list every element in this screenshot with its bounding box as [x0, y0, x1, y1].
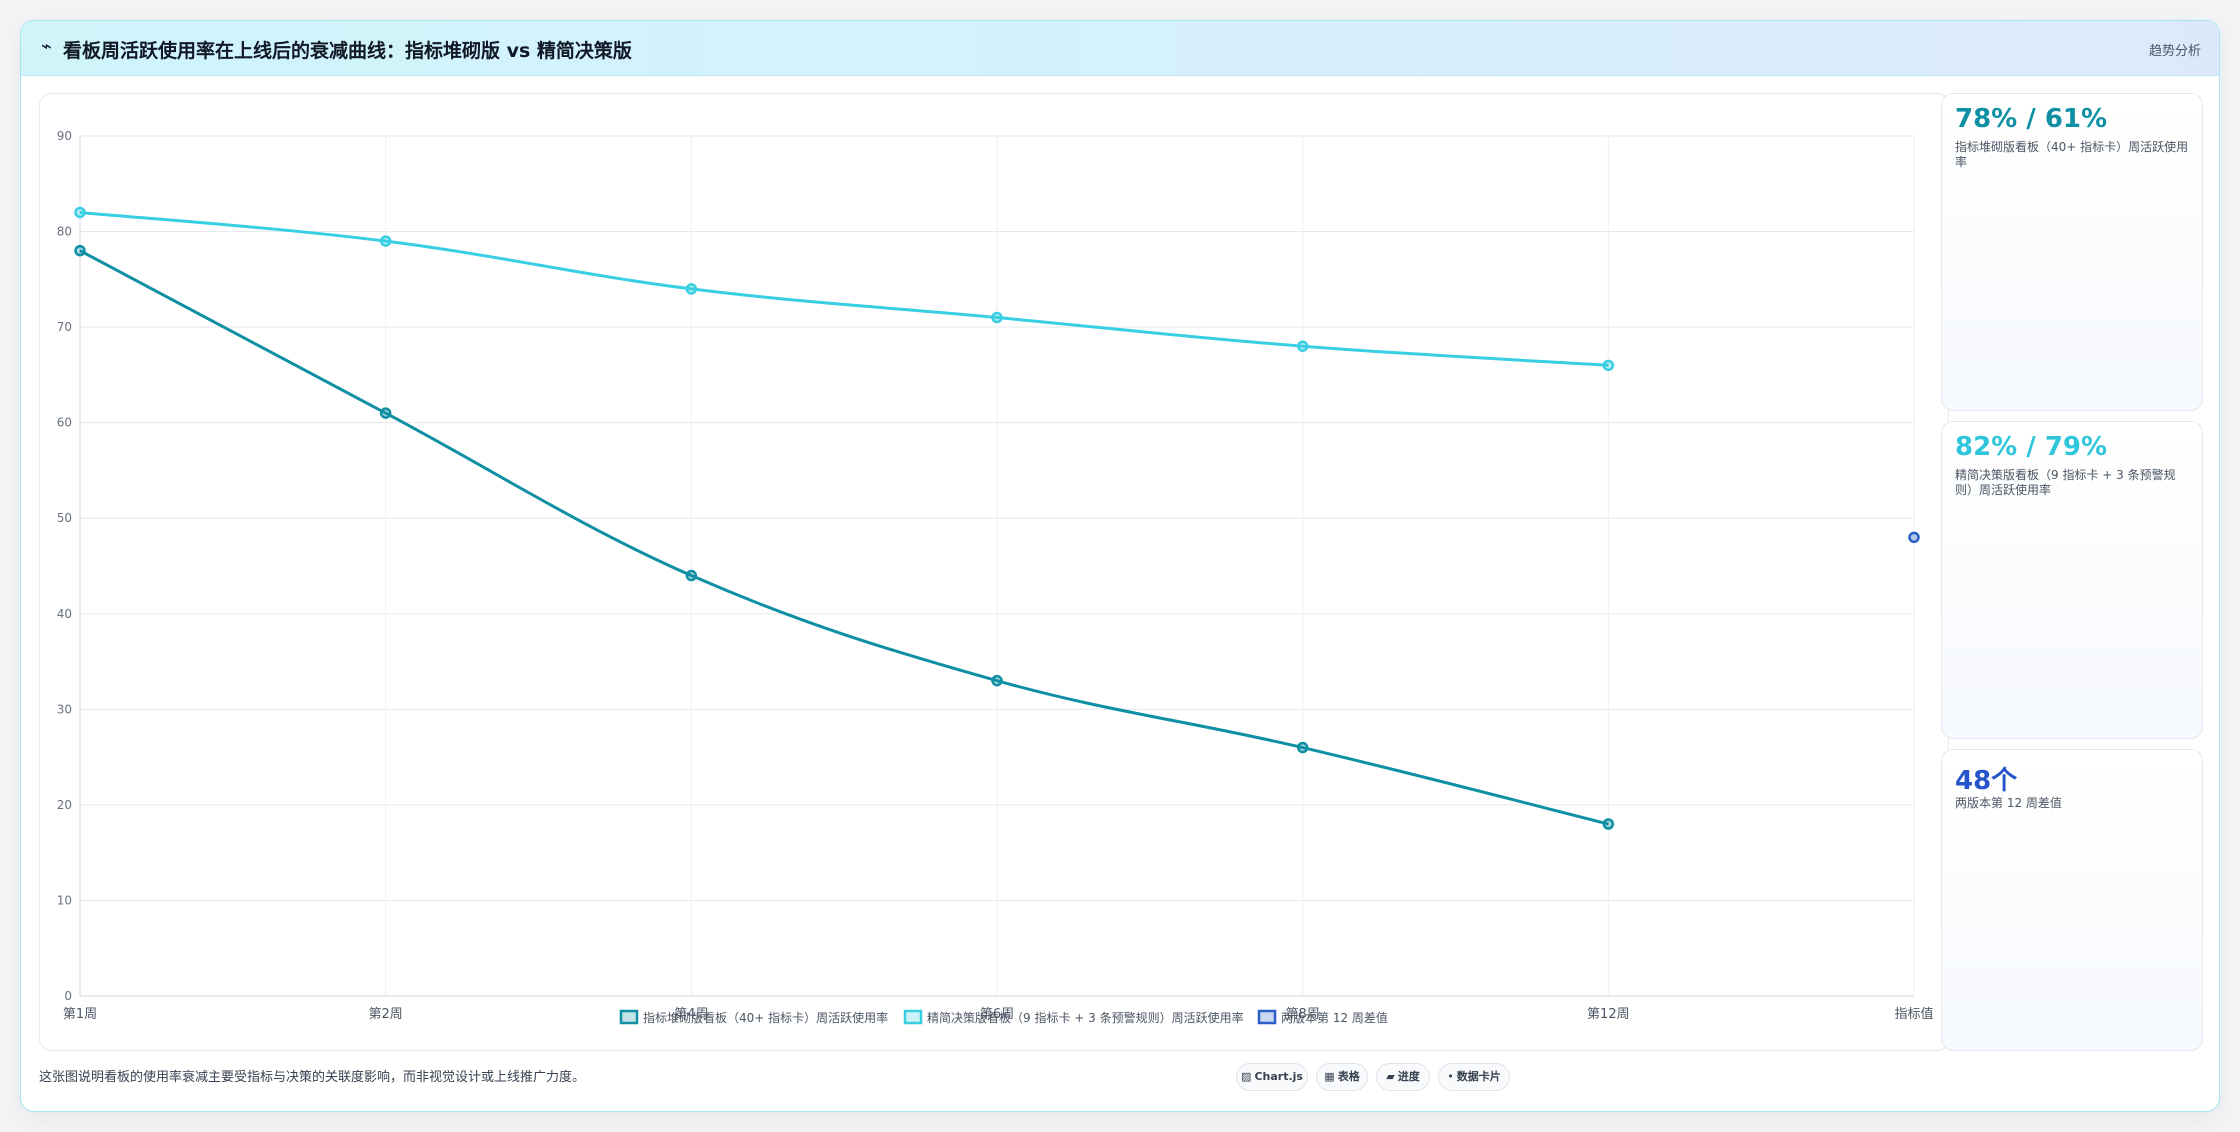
page-title: 看板周活跃使用率在上线后的衰减曲线：指标堆砌版 vs 精简决策版 [63, 40, 632, 62]
y-tick-label: 50 [57, 511, 72, 525]
data-point [1296, 741, 1309, 754]
y-tick-label: 30 [57, 702, 72, 716]
table-icon: ▦ [1324, 1070, 1335, 1083]
badge-label: 数据卡片 [1456, 1070, 1501, 1083]
kpi-card-stacked: 78% / 61% 指标堆砌版看板（40+ 指标卡）周活跃使用率 [1941, 93, 2203, 411]
card-icon: • [1447, 1070, 1454, 1083]
badge-table[interactable]: ▦ 表格 [1316, 1063, 1368, 1091]
y-tick-label: 70 [57, 320, 72, 334]
badge-progress[interactable]: ▰ 进度 [1376, 1063, 1430, 1091]
legend-swatch [1257, 1009, 1277, 1025]
series-line [79, 249, 1609, 826]
y-tick-label: 80 [57, 225, 72, 239]
chart-panel: 0 10 20 30 40 50 60 70 80 90 第1周 第2周 第4周 第6周 第8周 第12周 指标… [39, 93, 1949, 1051]
kpi-label: 两版本第 12 周差值 [1955, 796, 2062, 810]
y-tick-label: 60 [57, 416, 72, 430]
data-point [74, 244, 86, 257]
badge-label: Chart.js [1254, 1070, 1303, 1083]
chart-icon: ▨ [1241, 1070, 1252, 1083]
y-tick-label: 90 [57, 129, 72, 143]
card-header: ⌁ 看板周活跃使用率在上线后的衰减曲线：指标堆砌版 vs 精简决策版 趋势分析 [21, 21, 2219, 76]
data-point [1908, 531, 1920, 544]
header-tag: 趋势分析 [2148, 44, 2201, 59]
y-tick-label: 40 [57, 607, 72, 621]
data-point [379, 407, 392, 419]
y-tick-label: 10 [57, 893, 72, 907]
y-tick-label: 20 [57, 798, 72, 812]
line-chart: 0 10 20 30 40 50 60 70 80 90 第1周 第2周 第4周 第6周 第8周 第12周 指标… [57, 129, 1934, 1025]
data-point [1296, 340, 1309, 352]
kpi-label: 精简决策版看板（9 指标卡 + 3 条预警规则）周活跃使用率 [1955, 468, 2176, 497]
x-tick-label: 第2周 [369, 1007, 403, 1022]
legend-label: 两版本第 12 周差值 [1281, 1010, 1388, 1025]
kpi-card-diff: 48个 两版本第 12 周差值 [1941, 749, 2203, 1051]
data-point [685, 283, 698, 295]
footer-note: 这张图说明看板的使用率衰减主要受指标与决策的关联度影响，而非视觉设计或上线推广力… [39, 1070, 586, 1085]
x-tick-label: 第6周 [980, 1007, 1014, 1022]
kpi-value: 78% / 61% [1955, 104, 2108, 134]
legend-swatch [619, 1009, 639, 1025]
legend-label: 精简决策版看板（9 指标卡 + 3 条预警规则）周活跃使用率 [927, 1010, 1244, 1025]
data-point [379, 235, 392, 247]
legend-label: 指标堆砌版看板（40+ 指标卡）周活跃使用率 [643, 1010, 888, 1025]
trend-icon: ⌁ [41, 36, 52, 57]
kpi-value: 48个 [1955, 766, 2018, 796]
x-tick-label: 第12周 [1587, 1007, 1630, 1022]
legend-swatch [903, 1009, 923, 1025]
x-tick-label: 指标值 [1894, 1006, 1933, 1022]
data-point [74, 206, 86, 219]
data-point [991, 674, 1003, 687]
y-tick-label: 0 [64, 989, 72, 1003]
progress-icon: ▰ [1386, 1070, 1395, 1083]
kpi-label: 指标堆砌版看板（40+ 指标卡）周活跃使用率 [1955, 140, 2189, 169]
kpi-column: 78% / 61% 指标堆砌版看板（40+ 指标卡）周活跃使用率 82% / 7… [1941, 93, 2203, 1051]
x-tick-label: 第8周 [1286, 1007, 1320, 1022]
badge-chartjs[interactable]: ▨ Chart.js [1236, 1063, 1308, 1091]
kpi-card-lean: 82% / 79% 精简决策版看板（9 指标卡 + 3 条预警规则）周活跃使用率 [1941, 421, 2203, 739]
badge-label: 进度 [1397, 1070, 1420, 1083]
data-point [1602, 359, 1615, 372]
data-point [1602, 818, 1615, 830]
data-point [685, 569, 698, 582]
badge-data-card[interactable]: • 数据卡片 [1438, 1063, 1510, 1091]
x-tick-label: 第1周 [63, 1007, 97, 1022]
series-line [79, 210, 1609, 367]
badge-label: 表格 [1337, 1070, 1360, 1083]
kpi-value: 82% / 79% [1955, 432, 2108, 462]
dashboard-card: ⌁ 看板周活跃使用率在上线后的衰减曲线：指标堆砌版 vs 精简决策版 趋势分析 … [20, 20, 2220, 1112]
data-point [991, 311, 1003, 324]
x-tick-label: 第4周 [674, 1007, 708, 1022]
